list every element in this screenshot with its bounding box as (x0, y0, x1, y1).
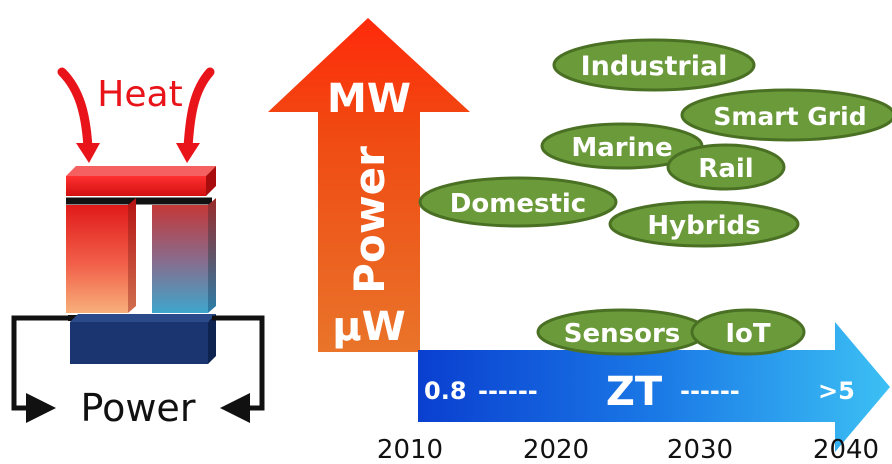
cold-base (70, 314, 216, 364)
application-label: Hybrids (647, 211, 760, 241)
application-label: Sensors (564, 319, 681, 349)
zt-dash-left: ------ (478, 377, 538, 405)
application-bubbles: Industrial Smart Grid Marine Rail Domest… (418, 38, 892, 356)
heat-label: Heat (97, 74, 182, 115)
application-label: Industrial (581, 51, 728, 82)
application-label: Marine (571, 133, 672, 163)
heat-arrow-right-icon (183, 67, 215, 153)
application-label: Domestic (450, 189, 586, 219)
year-label: 2010 (377, 435, 443, 464)
power-top-label: MW (327, 76, 411, 122)
application-marine: Marine (540, 122, 704, 170)
heat-arrow-left-icon (57, 67, 93, 153)
hot-plate (66, 166, 216, 196)
application-label: IoT (725, 319, 771, 349)
power-bottom-label: µW (332, 304, 406, 350)
cold-leg (152, 198, 216, 313)
zt-arrow-shape (418, 322, 890, 452)
application-hybrids: Hybrids (608, 200, 800, 248)
zt-center-label: ZT (606, 369, 663, 415)
application-label: Rail (698, 154, 753, 184)
year-label: 2040 (813, 435, 879, 464)
year-axis: 2010 2020 2030 2040 (377, 435, 879, 464)
application-rail: Rail (666, 143, 786, 191)
zt-dash-right: ------ (680, 377, 740, 405)
application-label: Smart Grid (713, 102, 866, 131)
application-iot: IoT (690, 308, 806, 356)
power-scale-arrow: MW Power µW (268, 18, 470, 352)
zt-end-label: >5 (818, 377, 855, 405)
year-label: 2020 (523, 435, 589, 464)
application-smart-grid: Smart Grid (680, 88, 892, 142)
heat-arrows (57, 67, 215, 163)
year-label: 2030 (667, 435, 733, 464)
teg-device: Heat (11, 67, 265, 430)
circuit-wires (11, 315, 265, 423)
application-domestic: Domestic (418, 176, 618, 228)
heat-arrow-right-head-icon (176, 143, 200, 163)
zt-arrow: 0.8 ------ ZT ------ >5 (418, 322, 890, 452)
application-industrial: Industrial (552, 38, 756, 92)
power-arrow-shape (268, 18, 470, 352)
zt-start-label: 0.8 (424, 377, 467, 405)
power-axis-label: Power (345, 146, 394, 294)
heat-arrow-left-head-icon (76, 143, 100, 163)
power-output-label: Power (81, 386, 196, 430)
application-sensors: Sensors (536, 308, 708, 356)
hot-leg (66, 198, 136, 313)
